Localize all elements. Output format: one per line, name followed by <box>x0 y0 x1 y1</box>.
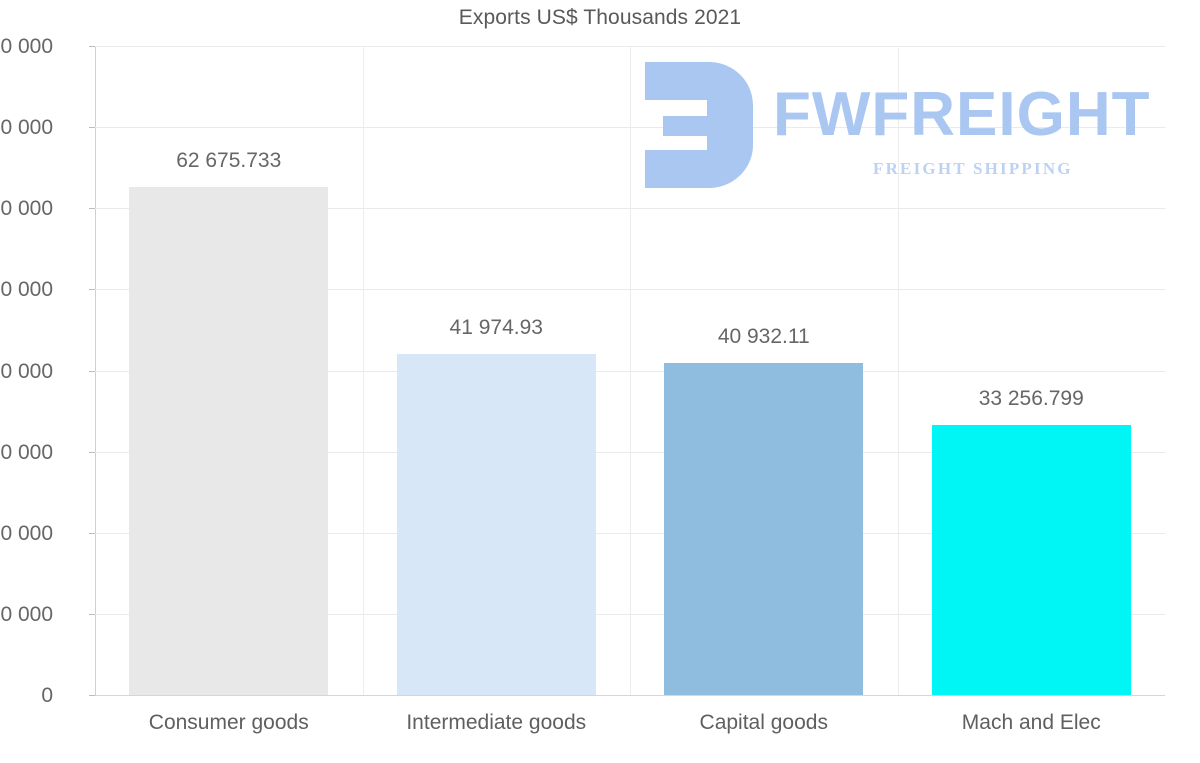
bar-value-label: 40 932.11 <box>717 324 810 348</box>
bar[interactable] <box>664 362 864 695</box>
gridline-vertical <box>898 46 899 695</box>
y-axis-tick-label: 60 000 <box>0 197 53 221</box>
x-axis-tick-label: Mach and Elec <box>961 711 1101 734</box>
x-axis-tick-label: Capital goods <box>699 711 828 734</box>
plot-area: 0 10 000 20 000 30 000 40 000 50 000 60 000 70 … <box>0 36 1165 733</box>
y-axis-tick-label: 40 000 <box>0 359 53 383</box>
y-axis-tick-label: 30 000 <box>0 440 53 464</box>
y-axis-tick-mark <box>89 370 95 372</box>
y-axis-tick-mark <box>89 208 95 210</box>
y-axis-tick-label: 80 000 <box>0 35 53 58</box>
gridline-vertical <box>630 46 631 695</box>
bar[interactable] <box>931 425 1131 695</box>
x-axis-tick-label: Consumer goods <box>148 711 309 734</box>
y-axis-tick-label: 20 000 <box>0 521 53 545</box>
y-axis-tick-mark <box>89 46 95 47</box>
y-axis-tick-mark <box>89 451 95 453</box>
y-axis-tick-mark <box>89 613 95 615</box>
gridline-horizontal <box>95 695 1165 696</box>
bar[interactable] <box>396 354 596 695</box>
y-axis-tick-mark <box>89 127 95 129</box>
bar-value-label: 33 256.799 <box>978 387 1084 411</box>
bar-value-label: 62 675.733 <box>176 148 282 172</box>
y-axis-tick-mark <box>89 289 95 291</box>
x-axis-tick-label: Intermediate goods <box>406 711 587 734</box>
y-axis-tick-mark <box>89 532 95 534</box>
y-axis-tick-mark <box>89 695 95 696</box>
gridline-vertical <box>363 46 364 695</box>
bar[interactable] <box>129 186 329 695</box>
chart-title: Exports US$ Thousands 2021 <box>458 6 742 29</box>
bar-value-label: 41 974.93 <box>449 316 543 340</box>
y-axis-tick-label: 70 000 <box>0 116 53 140</box>
y-axis-tick-label: 50 000 <box>0 278 53 302</box>
y-axis-tick-label: 0 <box>41 684 53 707</box>
y-axis-tick-label: 10 000 <box>0 602 53 626</box>
